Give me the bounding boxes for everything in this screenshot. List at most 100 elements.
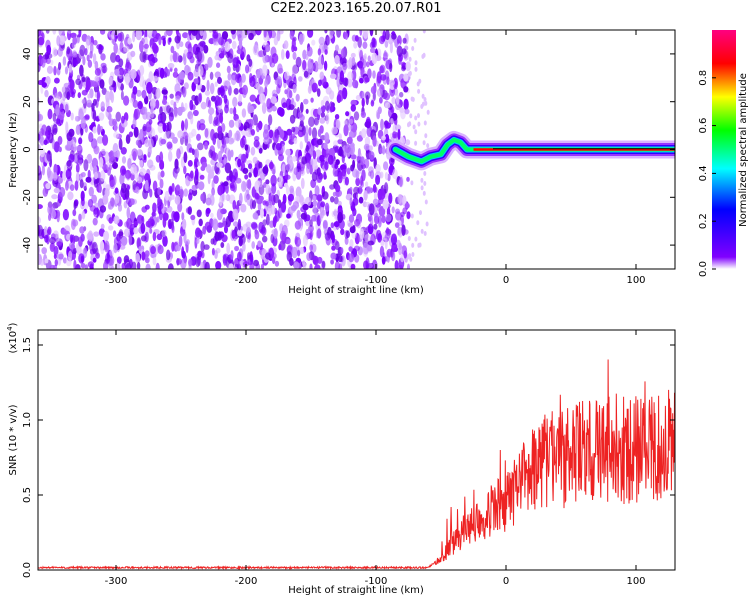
spectrogram-y-tick-label: -20	[22, 189, 33, 205]
spectrogram-noise-cell	[130, 50, 136, 58]
spectrogram-noise-cell	[185, 239, 190, 246]
spectrogram-noise-cell	[78, 137, 83, 145]
spectrogram-noise-cell	[172, 71, 179, 78]
spectrogram-noise-cell	[275, 210, 280, 222]
spectrogram-noise-cell	[403, 86, 409, 93]
spectrogram-noise-cell	[131, 261, 137, 269]
spectrogram-noise-cell	[162, 87, 167, 94]
spectrogram-noise-cell	[422, 140, 426, 146]
spectrogram-noise-cell	[136, 261, 141, 269]
spectrogram-noise-cell	[265, 252, 271, 260]
spectrogram-noise-cell	[256, 122, 260, 133]
spectrogram-noise-cell	[249, 76, 256, 88]
spectrogram-noise-cell	[99, 79, 105, 89]
spectrogram-noise-cell	[334, 55, 340, 65]
spectrogram-noise-cell	[126, 206, 131, 219]
spectrogram-noise-cell	[55, 104, 60, 117]
spectrogram-noise-cell	[333, 208, 338, 216]
spectrogram-noise-cell	[381, 215, 386, 224]
spectrogram-noise-cell	[93, 208, 98, 215]
spectrogram-noise-cell	[46, 53, 53, 59]
snr-y-tick-label: 0.5	[22, 487, 33, 503]
spectrogram-noise-cell	[54, 92, 60, 99]
spectrogram-noise-cell	[340, 48, 345, 59]
spectrogram-noise-cell	[38, 204, 43, 210]
spectrogram-noise-cell	[423, 97, 427, 102]
spectrogram-noise-cell	[391, 206, 395, 214]
snr-y-tick-label: 1.5	[22, 337, 33, 353]
spectrogram-noise-cell	[253, 167, 258, 178]
spectrogram-noise-cell	[404, 108, 410, 115]
spectrogram-noise-cell	[217, 125, 223, 135]
spectrogram-noise-cell	[188, 30, 192, 36]
spectrogram-noise-cell	[141, 89, 147, 99]
spectrogram-noise-cell	[374, 212, 379, 223]
spectrogram-noise-cell	[151, 75, 159, 82]
spectrogram-noise-cell	[142, 106, 148, 115]
spectrogram-noise-cell	[110, 197, 115, 207]
spectrogram-noise-cell	[265, 184, 271, 195]
spectrogram-noise-cell	[72, 36, 78, 45]
figure-title: C2E2.2023.165.20.07.R01	[270, 1, 442, 16]
spectrogram-noise-cell	[169, 93, 174, 99]
spectrogram-noise-cell	[309, 231, 313, 241]
spectrogram-noise-cell	[100, 242, 105, 255]
spectrogram-noise-cell	[94, 75, 100, 82]
spectrogram-noise-cell	[324, 132, 330, 144]
spectrogram-noise-cell	[162, 71, 167, 78]
spectrogram-noise-cell	[155, 87, 161, 99]
spectrogram-noise-cell	[150, 246, 157, 254]
spectrogram-noise-cell	[325, 235, 331, 246]
spectrogram-noise-cell	[127, 37, 132, 45]
spectrogram-noise-cell	[249, 94, 256, 102]
spectrogram-noise-cell	[70, 112, 74, 121]
colorbar-tick-label: 0.4	[698, 165, 709, 181]
spectrogram-noise-cell	[350, 99, 357, 107]
spectrogram-noise-cell	[276, 84, 281, 94]
spectrogram-noise-cell	[250, 30, 257, 37]
spectrogram-noise-cell	[49, 236, 56, 245]
spectrogram-noise-cell	[383, 51, 389, 59]
spectrogram-noise-cell	[368, 203, 375, 216]
spectrogram-noise-cell	[384, 182, 389, 194]
spectrogram-noise-cell	[181, 250, 186, 259]
spectrogram-noise-cell	[164, 190, 170, 201]
spectrogram-noise-cell	[337, 200, 342, 207]
spectrogram-noise-cell	[227, 53, 234, 64]
spectrogram-noise-cell	[326, 36, 331, 46]
snr-x-axis-label: Height of straight line (km)	[288, 585, 424, 596]
spectrogram-noise-cell	[407, 254, 411, 260]
spectrogram-noise-cell	[128, 131, 134, 138]
spectrogram-noise-cell	[92, 257, 97, 263]
spectrogram-noise-cell	[108, 164, 113, 171]
spectrogram-noise-cell	[321, 260, 326, 269]
spectrogram-noise-cell	[279, 129, 285, 139]
spectrogram-noise-cell	[242, 167, 249, 174]
spectrogram-noise-cell	[323, 60, 328, 71]
spectrogram-noise-cell	[118, 58, 124, 67]
spectrogram-noise-cell	[86, 54, 90, 62]
spectrogram-noise-cell	[246, 54, 251, 62]
spectrogram-noise-cell	[376, 229, 382, 241]
spectrogram-noise-cell	[157, 244, 164, 255]
spectrogram-noise-cell	[112, 118, 117, 126]
spectrogram-noise-cell	[396, 45, 403, 57]
spectrogram-noise-cell	[118, 240, 122, 248]
spectrogram-noise-cell	[295, 93, 300, 102]
spectrogram-noise-cell	[41, 57, 46, 68]
spectrogram-noise-cell	[391, 169, 398, 179]
spectrogram-noise-cell	[273, 194, 280, 204]
spectrogram-noise-cell	[385, 214, 392, 222]
spectrogram-noise-cell	[135, 139, 140, 146]
spectrogram-noise-cell	[145, 111, 152, 120]
spectrogram-noise-cell	[421, 101, 425, 107]
spectrogram-noise-cell	[113, 151, 118, 158]
spectrogram-noise-cell	[152, 202, 157, 214]
spectrogram-noise-cell	[100, 30, 106, 35]
spectrogram-noise-cell	[289, 131, 293, 143]
spectrogram-noise-cell	[301, 156, 307, 165]
spectrogram-noise-cell	[337, 139, 344, 145]
spectrogram-noise-cell	[305, 108, 309, 114]
spectrogram-noise-cell	[308, 62, 314, 74]
spectrogram-noise-cell	[338, 263, 343, 269]
